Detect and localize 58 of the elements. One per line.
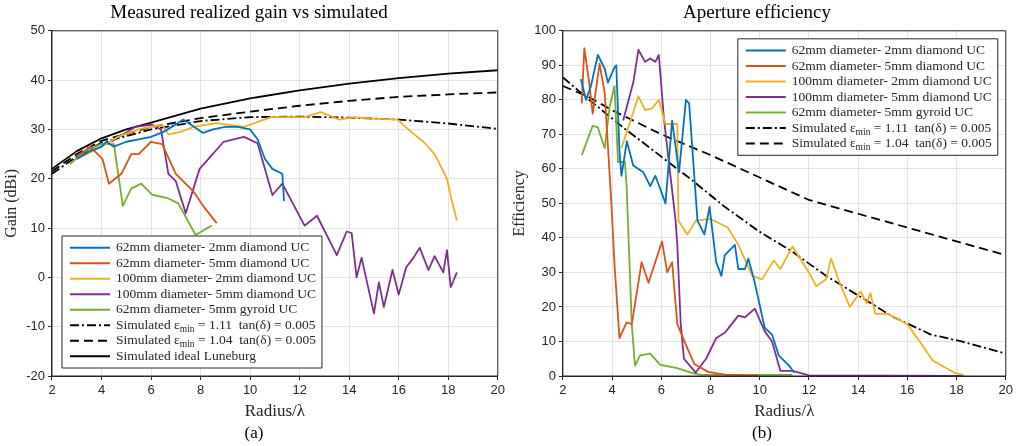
legend-label: 62mm diameter- 2mm diamond UC bbox=[791, 42, 986, 58]
x-tick-label: 12 bbox=[292, 382, 307, 398]
x-tick-label: 6 bbox=[147, 382, 155, 398]
legend-label: 100mm diameter- 2mm diamond UC bbox=[791, 73, 992, 89]
x-tick-label: 20 bbox=[998, 382, 1013, 398]
x-tick-label: 4 bbox=[608, 382, 616, 398]
y-tick-label: 70 bbox=[541, 125, 556, 141]
x-tick-label: 16 bbox=[900, 382, 915, 398]
y-tick-label: 50 bbox=[30, 22, 45, 38]
y-tick-label: 20 bbox=[541, 298, 556, 314]
y-tick-label: 90 bbox=[541, 56, 556, 72]
y-axis-title: Gain (dBi) bbox=[1, 168, 20, 238]
y-tick-label: 10 bbox=[541, 333, 556, 349]
y-tick-label: 40 bbox=[30, 71, 45, 87]
y-tick-label: 80 bbox=[541, 91, 556, 107]
x-tick-label: 18 bbox=[949, 382, 964, 398]
y-tick-label: 30 bbox=[30, 121, 45, 137]
legend-label: 62mm diameter- 2mm diamond UC bbox=[115, 239, 310, 255]
legend-label: 100mm diameter- 2mm diamond UC bbox=[115, 270, 316, 286]
y-tick-label: 40 bbox=[541, 229, 556, 245]
x-tick-label: 16 bbox=[391, 382, 406, 398]
x-tick-label: 2 bbox=[559, 382, 567, 398]
chart-title: Aperture efficiency bbox=[683, 1, 832, 23]
x-tick-label: 12 bbox=[801, 382, 817, 398]
x-tick-label: 20 bbox=[490, 382, 505, 398]
legend-label: 62mm diameter- 5mm diamond UC bbox=[115, 254, 310, 270]
y-tick-label: 60 bbox=[541, 160, 556, 176]
chart-title: Measured realized gain vs simulated bbox=[110, 1, 389, 23]
legend-label: 62mm diameter- 5mm gyroid UC bbox=[115, 301, 298, 317]
y-tick-label: 100 bbox=[534, 22, 556, 38]
text: (b) bbox=[751, 422, 773, 444]
y-tick-label: 10 bbox=[30, 219, 45, 235]
text: (a) bbox=[243, 422, 265, 444]
x-tick-label: 6 bbox=[657, 382, 665, 398]
y-tick-label: -20 bbox=[26, 367, 45, 383]
y-tick-label: 0 bbox=[548, 367, 556, 383]
x-tick-label: 14 bbox=[850, 382, 866, 398]
x-tick-label: 4 bbox=[97, 382, 106, 398]
y-tick-label: 50 bbox=[541, 194, 556, 210]
x-tick-label: 14 bbox=[341, 382, 357, 398]
legend-label: 62mm diameter- 5mm diamond UC bbox=[791, 57, 986, 73]
legend-label: Simulated ideal Luneburg bbox=[115, 347, 257, 363]
y-tick-label: 30 bbox=[541, 264, 556, 280]
y-axis-title: Efficiency bbox=[509, 170, 528, 237]
y-tick-label: 0 bbox=[37, 268, 45, 284]
x-tick-label: 8 bbox=[706, 382, 715, 398]
x-tick-label: 8 bbox=[196, 382, 205, 398]
x-tick-label: 18 bbox=[441, 382, 456, 398]
y-tick-label: 20 bbox=[30, 170, 45, 186]
x-tick-label: 10 bbox=[242, 382, 258, 398]
y-tick-label: -10 bbox=[26, 318, 45, 334]
legend-label: 100mm diameter- 5mm diamond UC bbox=[791, 88, 992, 104]
x-tick-label: 10 bbox=[752, 382, 767, 398]
x-axis-title: Radius/λ bbox=[244, 401, 306, 421]
legend-label: 100mm diameter- 5mm diamond UC bbox=[115, 285, 316, 301]
x-axis-title: Radius/λ bbox=[754, 401, 816, 421]
x-tick-label: 2 bbox=[48, 382, 56, 398]
legend-label: 62mm diameter- 5mm gyroid UC bbox=[791, 104, 974, 120]
